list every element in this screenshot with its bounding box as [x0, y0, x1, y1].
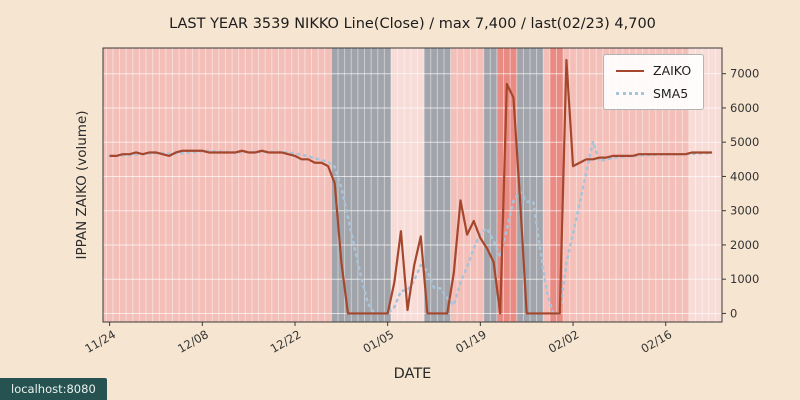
chart-title: LAST YEAR 3539 NIKKO Line(Close) / max 7… [169, 16, 656, 32]
svg-text:1000: 1000 [730, 272, 759, 286]
svg-text:2000: 2000 [730, 238, 759, 252]
svg-text:7000: 7000 [730, 67, 759, 81]
legend-item-sma5: SMA5 [616, 86, 691, 101]
svg-text:12/22: 12/22 [268, 327, 304, 356]
legend-label-zaiko: ZAIKO [653, 63, 692, 78]
svg-text:02/16: 02/16 [639, 327, 675, 356]
svg-text:02/02: 02/02 [546, 327, 582, 356]
svg-text:6000: 6000 [730, 101, 759, 115]
svg-text:0: 0 [730, 306, 737, 320]
svg-text:01/19: 01/19 [453, 327, 489, 356]
svg-text:12/08: 12/08 [175, 327, 211, 356]
legend-label-sma5: SMA5 [653, 86, 689, 101]
svg-text:01/05: 01/05 [360, 327, 396, 356]
status-bar-url: localhost:8080 [0, 378, 107, 400]
sma5-line-sample [616, 92, 644, 95]
svg-text:3000: 3000 [730, 204, 759, 218]
legend: ZAIKO SMA5 [603, 54, 705, 110]
x-axis-label: DATE [393, 366, 432, 382]
zaiko-line-sample [616, 69, 644, 72]
svg-text:5000: 5000 [730, 135, 759, 149]
svg-text:11/24: 11/24 [82, 327, 118, 356]
svg-text:4000: 4000 [730, 169, 759, 183]
legend-item-zaiko: ZAIKO [616, 63, 691, 78]
